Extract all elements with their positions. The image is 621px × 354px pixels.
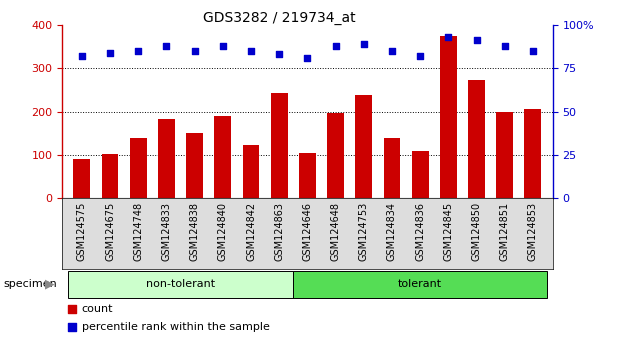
- Text: GSM124851: GSM124851: [500, 202, 510, 261]
- Text: GSM124834: GSM124834: [387, 202, 397, 261]
- Point: [330, 43, 340, 48]
- Bar: [243, 145, 260, 198]
- Point: [67, 306, 77, 312]
- Bar: [355, 95, 372, 198]
- Point: [359, 41, 369, 47]
- Bar: [412, 150, 428, 198]
- Bar: [293, 270, 547, 298]
- Bar: [384, 138, 401, 198]
- Point: [302, 55, 312, 61]
- Point: [161, 43, 171, 48]
- Bar: [496, 112, 513, 198]
- Text: GSM124845: GSM124845: [443, 202, 453, 261]
- Bar: [68, 270, 293, 298]
- Bar: [468, 80, 485, 198]
- Text: non-tolerant: non-tolerant: [146, 279, 215, 289]
- Text: GSM124836: GSM124836: [415, 202, 425, 261]
- Point: [77, 53, 87, 59]
- Text: tolerant: tolerant: [398, 279, 442, 289]
- Point: [387, 48, 397, 53]
- Text: percentile rank within the sample: percentile rank within the sample: [82, 322, 270, 332]
- Text: GSM124748: GSM124748: [134, 202, 143, 261]
- Text: ▶: ▶: [45, 278, 55, 291]
- Point: [218, 43, 228, 48]
- Bar: [158, 119, 175, 198]
- Bar: [271, 93, 288, 198]
- Bar: [525, 109, 542, 198]
- Bar: [73, 159, 90, 198]
- Point: [528, 48, 538, 53]
- Point: [274, 51, 284, 57]
- Bar: [102, 154, 119, 198]
- Text: GSM124648: GSM124648: [330, 202, 340, 261]
- Point: [415, 53, 425, 59]
- Point: [443, 34, 453, 40]
- Text: GSM124675: GSM124675: [105, 202, 115, 261]
- Point: [67, 324, 77, 330]
- Text: count: count: [82, 304, 113, 314]
- Text: GSM124863: GSM124863: [274, 202, 284, 261]
- Bar: [214, 116, 231, 198]
- Point: [105, 50, 115, 55]
- Text: GSM124842: GSM124842: [246, 202, 256, 261]
- Text: GSM124753: GSM124753: [359, 202, 369, 261]
- Text: GSM124853: GSM124853: [528, 202, 538, 261]
- Point: [189, 48, 199, 53]
- Point: [500, 43, 510, 48]
- Text: GSM124646: GSM124646: [302, 202, 312, 261]
- Text: GDS3282 / 219734_at: GDS3282 / 219734_at: [203, 11, 356, 25]
- Text: specimen: specimen: [3, 279, 57, 289]
- Bar: [299, 153, 316, 198]
- Point: [134, 48, 143, 53]
- Text: GSM124833: GSM124833: [161, 202, 171, 261]
- Bar: [327, 113, 344, 198]
- Point: [246, 48, 256, 53]
- Text: GSM124840: GSM124840: [218, 202, 228, 261]
- Bar: [186, 133, 203, 198]
- Bar: [440, 36, 457, 198]
- Bar: [130, 137, 147, 198]
- Text: GSM124575: GSM124575: [77, 202, 87, 261]
- Text: GSM124850: GSM124850: [471, 202, 481, 261]
- Text: GSM124838: GSM124838: [189, 202, 199, 261]
- Point: [471, 38, 481, 43]
